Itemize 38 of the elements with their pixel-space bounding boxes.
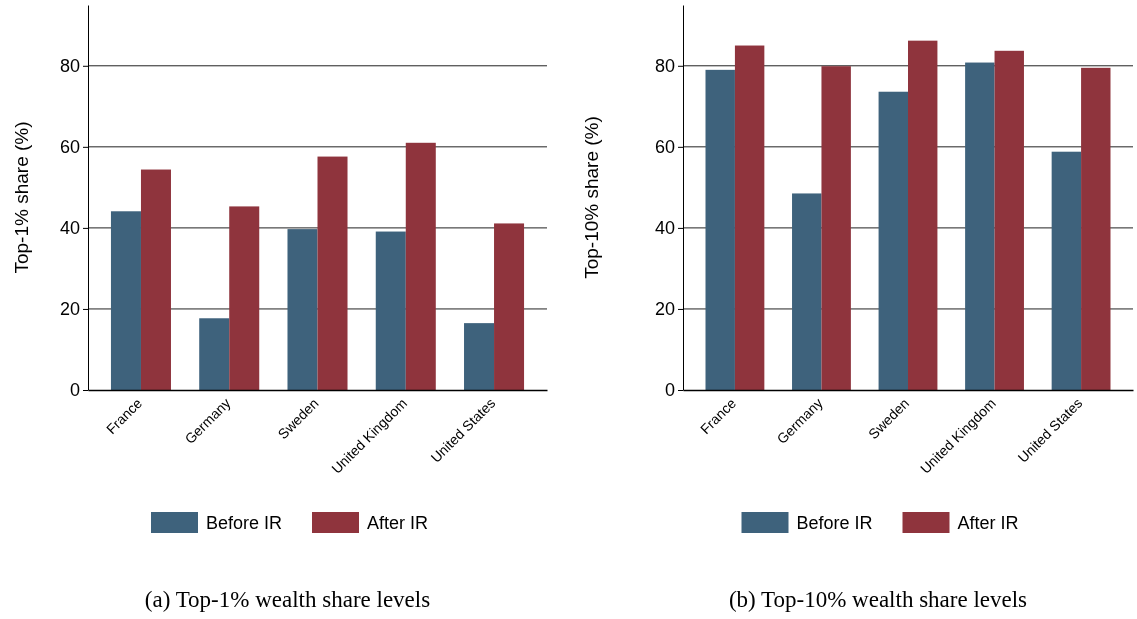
bar: [908, 40, 938, 390]
bar: [375, 231, 406, 390]
legend-label: After IR: [957, 513, 1019, 533]
y-tick-label: 20: [59, 299, 80, 320]
bar: [1081, 67, 1111, 390]
bar: [229, 206, 260, 390]
bar: [494, 223, 525, 390]
legend-label: Before IR: [796, 513, 873, 533]
legend-label: Before IR: [206, 513, 283, 533]
bar: [821, 66, 851, 390]
y-tick-label: 0: [664, 380, 675, 401]
y-axis-title: Top-10% share (%): [581, 116, 602, 279]
bar: [878, 91, 908, 390]
text: (a) Top-1% wealth share levels: [144, 587, 431, 612]
bar: [965, 62, 995, 390]
bar: [464, 323, 495, 390]
legend-label: After IR: [367, 513, 429, 533]
y-tick-label: 20: [654, 299, 675, 320]
bar: [110, 211, 141, 390]
y-tick-label: 80: [59, 56, 80, 77]
bar: [1051, 151, 1082, 390]
bar: [792, 193, 822, 390]
bar: [140, 169, 171, 390]
bar: [734, 45, 765, 390]
y-tick-label: 60: [654, 137, 675, 158]
text: (b) Top-10% wealth share levels: [728, 587, 1028, 612]
bar: [705, 69, 735, 390]
y-tick-label: 0: [69, 380, 80, 401]
y-tick-label: 40: [59, 218, 80, 239]
bar: [199, 318, 230, 390]
y-tick-label: 80: [654, 56, 675, 77]
y-tick-label: 60: [59, 137, 80, 158]
y-tick-label: 40: [654, 218, 675, 239]
bar: [405, 142, 436, 390]
bar: [317, 156, 348, 390]
bar: [287, 229, 318, 390]
bar: [994, 50, 1024, 390]
y-axis-title: Top-1% share (%): [11, 121, 32, 274]
